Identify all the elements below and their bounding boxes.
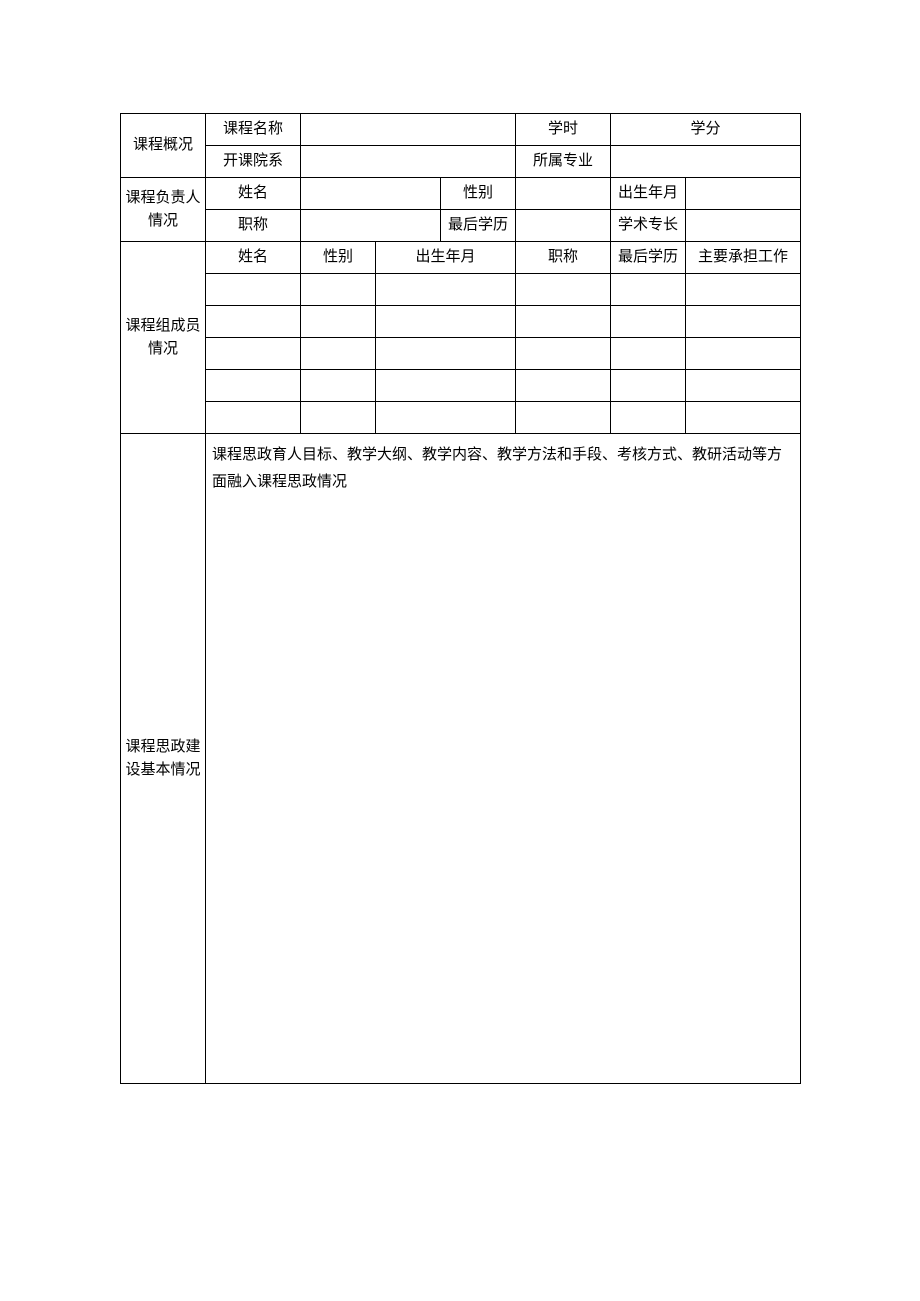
value-title — [301, 210, 441, 242]
table-row: 职称 最后学历 学术专长 — [121, 210, 801, 242]
value-department — [301, 146, 516, 178]
table-row: 课程负责人情况 姓名 性别 出生年月 — [121, 178, 801, 210]
table-row — [121, 306, 801, 338]
member-cell — [206, 306, 301, 338]
label-credits: 学分 — [611, 114, 801, 146]
member-cell — [686, 402, 801, 434]
member-cell — [516, 370, 611, 402]
label-education: 最后学历 — [441, 210, 516, 242]
label-specialty: 学术专长 — [611, 210, 686, 242]
member-cell — [301, 338, 376, 370]
member-cell — [301, 402, 376, 434]
member-cell — [301, 370, 376, 402]
header-gender: 性别 — [301, 242, 376, 274]
label-gender: 性别 — [441, 178, 516, 210]
construction-description: 课程思政育人目标、教学大纲、教学内容、教学方法和手段、考核方式、教研活动等方面融… — [206, 434, 801, 1084]
member-cell — [516, 306, 611, 338]
member-cell — [376, 338, 516, 370]
header-name: 姓名 — [206, 242, 301, 274]
table-row — [121, 338, 801, 370]
member-cell — [611, 338, 686, 370]
table-row: 课程组成员情况 姓名 性别 出生年月 职称 最后学历 主要承担工作 — [121, 242, 801, 274]
label-department: 开课院系 — [206, 146, 301, 178]
label-hours: 学时 — [516, 114, 611, 146]
table-row: 课程思政建设基本情况 课程思政育人目标、教学大纲、教学内容、教学方法和手段、考核… — [121, 434, 801, 1084]
member-cell — [611, 306, 686, 338]
member-cell — [376, 370, 516, 402]
label-title: 职称 — [206, 210, 301, 242]
member-cell — [611, 370, 686, 402]
member-cell — [516, 274, 611, 306]
member-cell — [686, 370, 801, 402]
document-page: 课程概况 课程名称 学时 学分 开课院系 所属专业 课程负责人情况 姓名 性别 … — [0, 0, 920, 1084]
header-birth: 出生年月 — [376, 242, 516, 274]
header-work: 主要承担工作 — [686, 242, 801, 274]
value-gender — [516, 178, 611, 210]
member-cell — [516, 338, 611, 370]
section-label-leader: 课程负责人情况 — [121, 178, 206, 242]
member-cell — [516, 402, 611, 434]
member-cell — [206, 338, 301, 370]
header-title: 职称 — [516, 242, 611, 274]
value-specialty — [686, 210, 801, 242]
member-cell — [376, 306, 516, 338]
table-row — [121, 370, 801, 402]
section-label-construction: 课程思政建设基本情况 — [121, 434, 206, 1084]
value-birth — [686, 178, 801, 210]
header-education: 最后学历 — [611, 242, 686, 274]
member-cell — [686, 306, 801, 338]
label-name: 姓名 — [206, 178, 301, 210]
member-cell — [206, 370, 301, 402]
member-cell — [611, 274, 686, 306]
member-cell — [376, 402, 516, 434]
value-name — [301, 178, 441, 210]
member-cell — [376, 274, 516, 306]
member-cell — [686, 338, 801, 370]
table-row: 开课院系 所属专业 — [121, 146, 801, 178]
value-major — [611, 146, 801, 178]
label-birth: 出生年月 — [611, 178, 686, 210]
member-cell — [206, 274, 301, 306]
form-table: 课程概况 课程名称 学时 学分 开课院系 所属专业 课程负责人情况 姓名 性别 … — [120, 113, 801, 1084]
table-row — [121, 274, 801, 306]
section-label-members: 课程组成员情况 — [121, 242, 206, 434]
label-course-name: 课程名称 — [206, 114, 301, 146]
member-cell — [301, 274, 376, 306]
label-major: 所属专业 — [516, 146, 611, 178]
table-row — [121, 402, 801, 434]
member-cell — [301, 306, 376, 338]
table-row: 课程概况 课程名称 学时 学分 — [121, 114, 801, 146]
value-education — [516, 210, 611, 242]
member-cell — [686, 274, 801, 306]
member-cell — [611, 402, 686, 434]
member-cell — [206, 402, 301, 434]
section-label-course-overview: 课程概况 — [121, 114, 206, 178]
value-course-name — [301, 114, 516, 146]
